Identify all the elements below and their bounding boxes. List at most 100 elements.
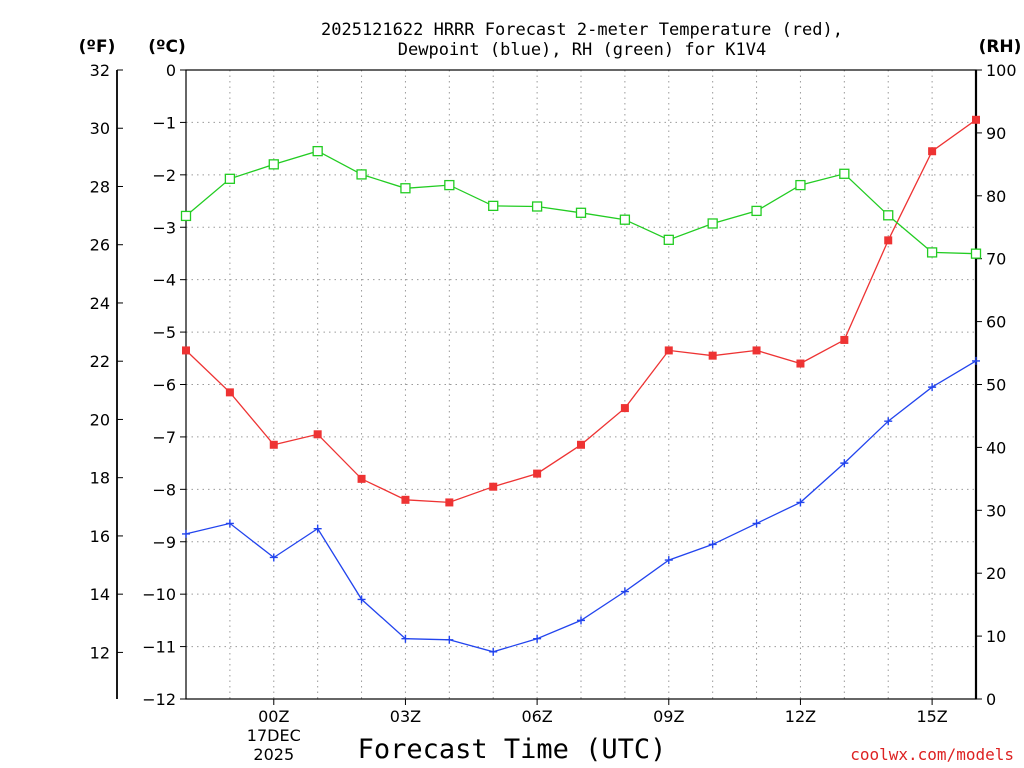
- dewpoint-point: [489, 647, 498, 656]
- dewpoint-point: [796, 498, 805, 507]
- rh-point: [751, 205, 762, 217]
- x-tick-label: 03Z: [390, 707, 421, 726]
- dewpoint-point: [182, 529, 190, 538]
- temperature-point: [708, 351, 717, 360]
- temperature-point: [796, 359, 805, 368]
- rh-tick-label: 70: [986, 250, 1006, 269]
- rh-tick-label: 30: [986, 501, 1006, 520]
- rh-point: [180, 210, 192, 222]
- temperature-point: [269, 440, 278, 449]
- x-tick-label: 12Z: [785, 707, 816, 726]
- temperature-point: [928, 147, 937, 156]
- rh-tick-label: 10: [986, 627, 1006, 646]
- dewpoint-point: [445, 635, 454, 644]
- rh-tick-label: 40: [986, 438, 1006, 457]
- dewpoint-point: [401, 634, 410, 643]
- celsius-tick-label: −2: [152, 166, 176, 185]
- temperature-point: [445, 498, 454, 507]
- rh-point: [400, 183, 411, 194]
- fahrenheit-tick-label: 20: [90, 410, 110, 429]
- temperature-point: [357, 474, 366, 483]
- temperature-point: [313, 430, 322, 439]
- dewpoint-point: [313, 524, 322, 533]
- celsius-tick-label: −9: [152, 533, 176, 552]
- temperature-point: [489, 482, 498, 491]
- celsius-tick-label: 0: [166, 61, 176, 80]
- rh-point: [575, 207, 587, 218]
- celsius-tick-label: −8: [152, 480, 176, 499]
- dewpoint-point: [357, 595, 366, 604]
- grid: [186, 70, 976, 699]
- dewpoint-point: [752, 519, 761, 528]
- chart-title-line1: 2025121622 HRRR Forecast 2-meter Tempera…: [321, 20, 843, 40]
- celsius-tick-label: −10: [142, 585, 176, 604]
- temperature-point: [664, 346, 673, 355]
- rh-tick-label: 50: [986, 376, 1006, 395]
- dewpoint-point: [577, 616, 585, 625]
- rh-point: [356, 169, 367, 180]
- dewpoint-point: [225, 519, 234, 528]
- rh-point: [444, 179, 455, 191]
- x-tick-year: 2025: [253, 745, 294, 764]
- fahrenheit-tick-label: 18: [90, 469, 110, 488]
- dewpoint-point: [972, 356, 980, 365]
- temperature-point: [225, 388, 234, 397]
- rh-tick-label: 90: [986, 124, 1006, 143]
- x-tick-label: 15Z: [916, 707, 947, 726]
- celsius-tick-label: −12: [142, 690, 176, 709]
- rh-point: [663, 234, 674, 245]
- temperature-point: [577, 440, 585, 449]
- temperature-point: [401, 495, 410, 504]
- rh-point: [268, 159, 279, 170]
- fahrenheit-tick-label: 24: [90, 294, 110, 313]
- rh-point: [926, 247, 938, 258]
- rh-point: [488, 200, 499, 212]
- dewpoint-point: [664, 556, 673, 565]
- celsius-axis-unit: (ºC): [148, 37, 186, 57]
- temperature-point: [972, 115, 980, 124]
- rh-point: [224, 173, 236, 184]
- x-axis-title: Forecast Time (UTC): [358, 734, 667, 765]
- fahrenheit-tick-label: 22: [90, 352, 110, 371]
- chart-title: 2025121622 HRRR Forecast 2-meter Tempera…: [321, 20, 843, 60]
- celsius-tick-label: −1: [152, 113, 176, 132]
- x-tick-label: 00Z: [258, 707, 289, 726]
- rh-point: [707, 218, 718, 229]
- fahrenheit-tick-label: 12: [90, 643, 110, 662]
- x-tick-date: 17DEC: [247, 726, 301, 745]
- rh-point: [312, 145, 323, 157]
- fahrenheit-tick-label: 30: [90, 119, 110, 138]
- fahrenheit-tick-label: 16: [90, 527, 110, 546]
- temperature-point: [533, 469, 542, 478]
- dewpoint-point: [620, 587, 629, 596]
- fahrenheit-tick-label: 28: [90, 177, 110, 196]
- rh-point: [839, 168, 850, 179]
- series-layer: [180, 115, 982, 656]
- rh-tick-label: 20: [986, 564, 1006, 583]
- rh-tick-label: 80: [986, 187, 1006, 206]
- x-tick-label: 09Z: [653, 707, 684, 726]
- rh-tick-label: 100: [986, 61, 1017, 80]
- rh-point: [795, 179, 806, 191]
- celsius-tick-label: −11: [142, 638, 176, 657]
- celsius-tick-label: −5: [152, 323, 176, 342]
- dewpoint-point: [708, 540, 717, 549]
- dewpoint-line: [185, 360, 977, 653]
- chart-title-line2: Dewpoint (blue), RH (green) for K1V4: [398, 40, 766, 60]
- temperature-point: [840, 335, 849, 344]
- fahrenheit-tick-label: 26: [90, 236, 110, 255]
- dewpoint-point: [533, 634, 542, 643]
- celsius-tick-label: −7: [152, 428, 176, 447]
- rh-axis-unit: (RH): [979, 37, 1022, 57]
- rh-tick-label: 60: [986, 313, 1006, 332]
- temperature-point: [884, 236, 893, 245]
- rh-point: [883, 210, 894, 221]
- dewpoint-point: [884, 417, 893, 426]
- fahrenheit-axis-unit: (ºF): [79, 37, 116, 57]
- fahrenheit-tick-label: 14: [90, 585, 110, 604]
- dewpoint-point: [269, 553, 278, 562]
- watermark: coolwx.com/models: [850, 745, 1014, 764]
- rh-point: [619, 214, 631, 225]
- rh-point: [970, 248, 982, 259]
